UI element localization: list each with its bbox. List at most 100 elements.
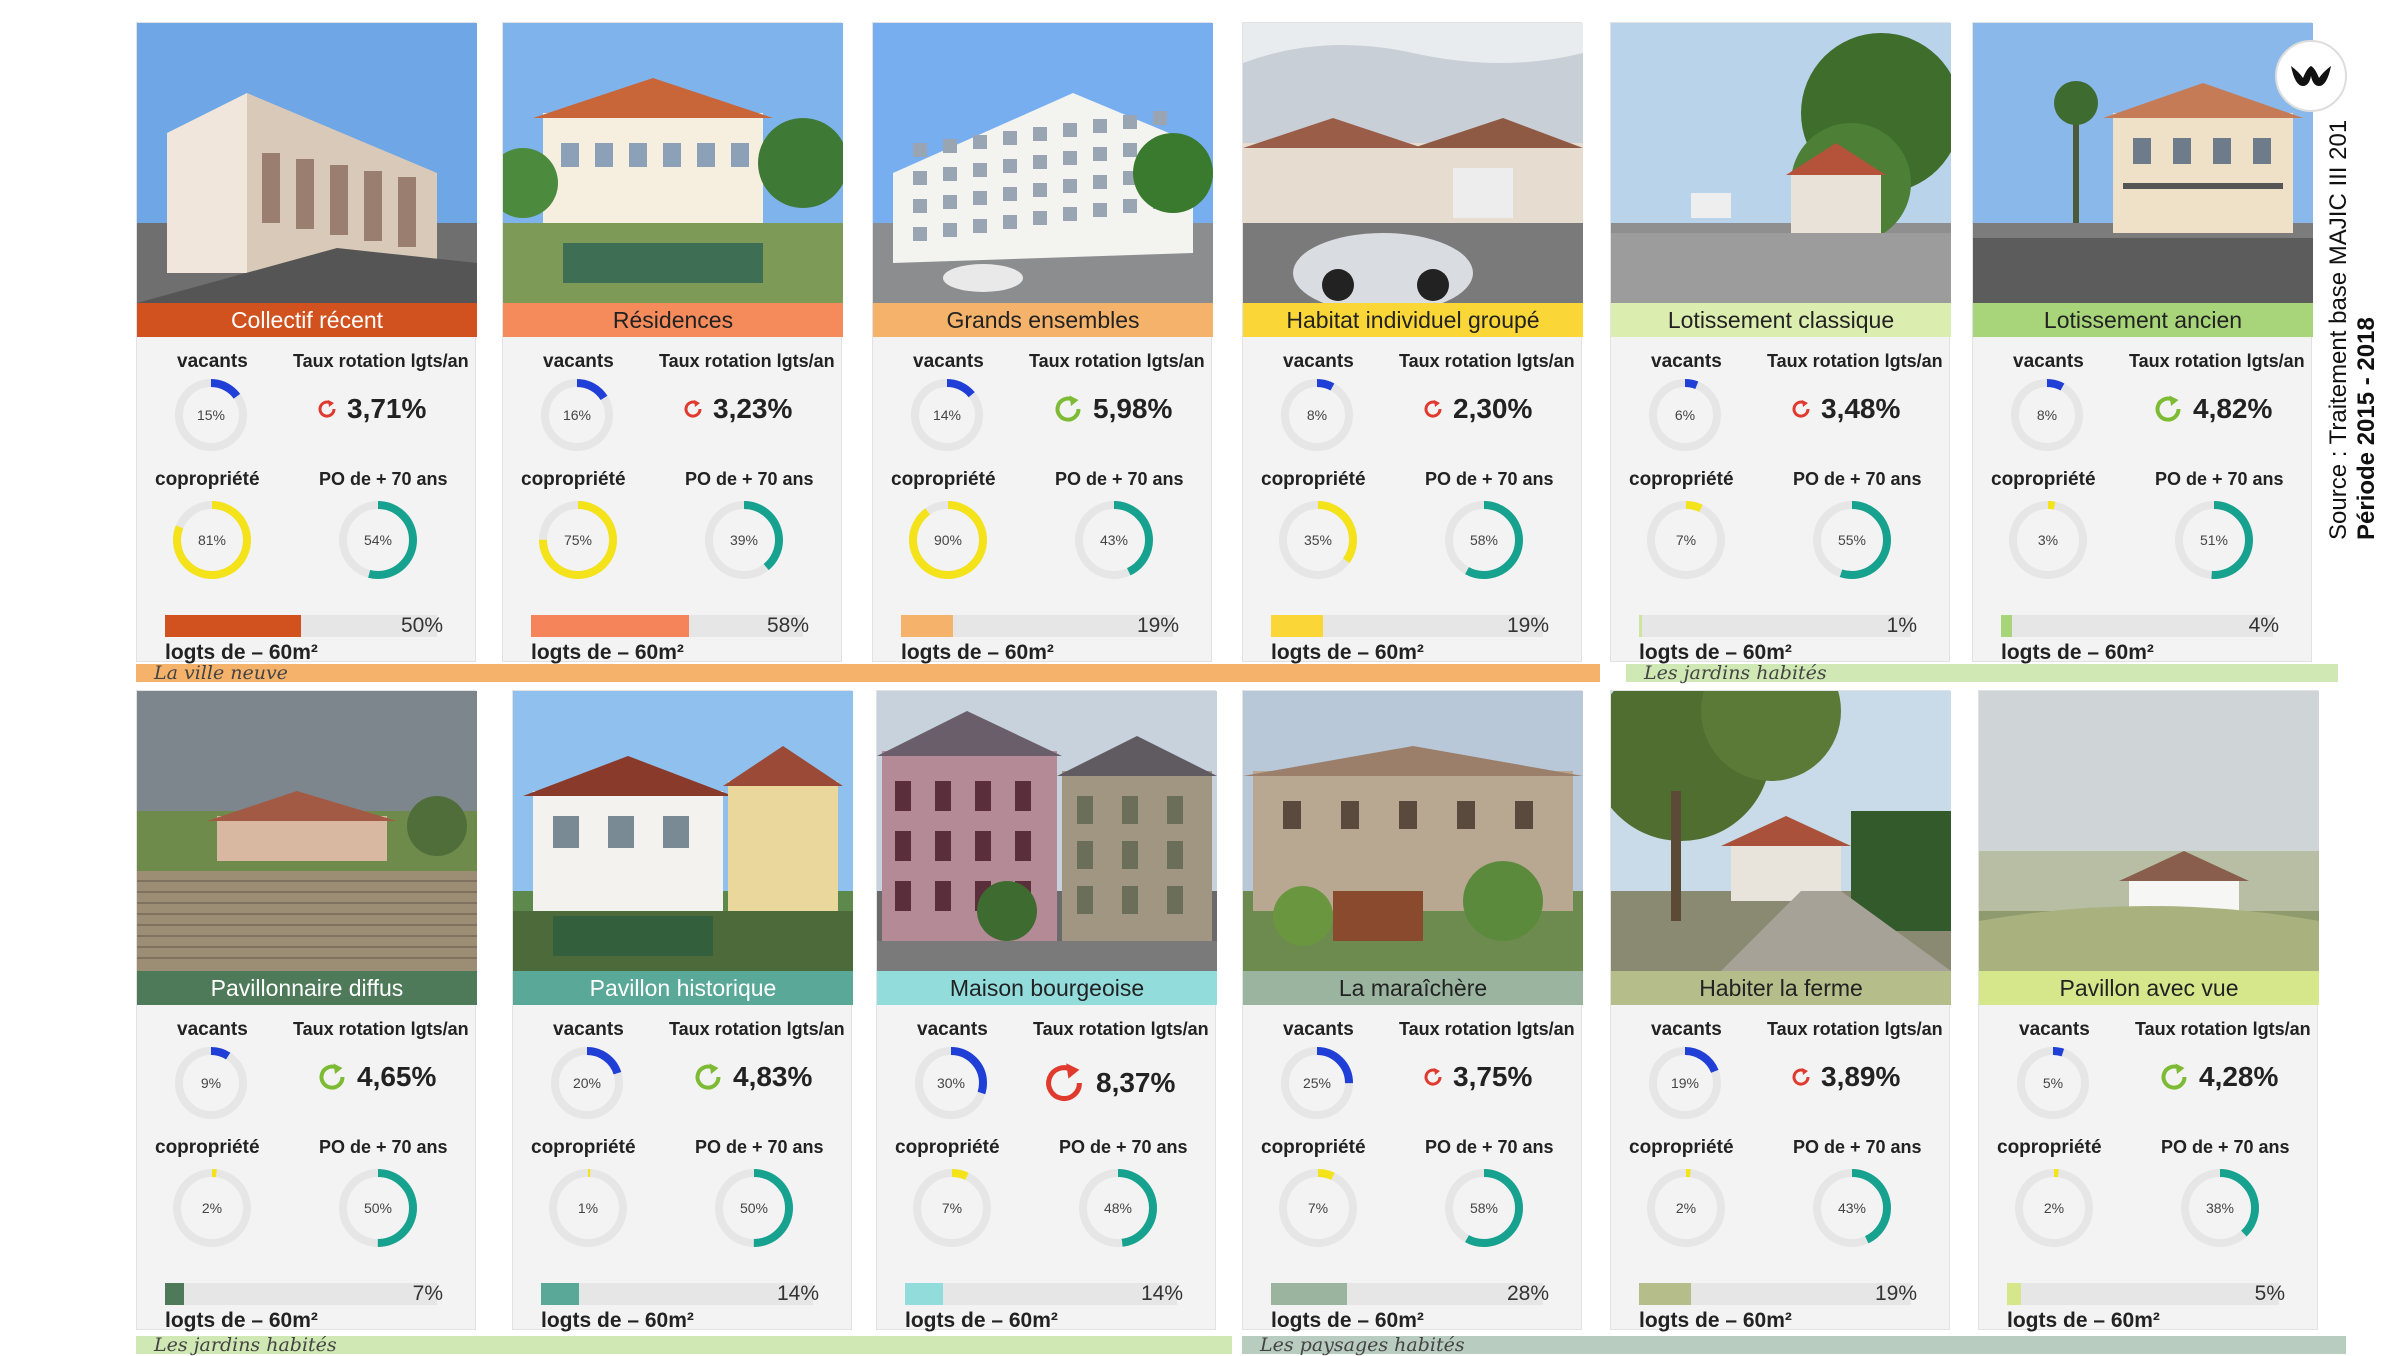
- po-heading: PO de + 70 ans: [1793, 469, 1922, 489]
- typology-card: Lotissement classique vacants Taux rotat…: [1610, 22, 1951, 664]
- po-heading: PO de + 70 ans: [319, 469, 448, 489]
- rotation-red-icon: [1423, 399, 1443, 419]
- logts-bar: 19%: [901, 614, 1179, 637]
- typology-photo: [137, 691, 477, 971]
- copro-value: 3%: [2037, 532, 2059, 548]
- logts-bar: 4%: [2001, 614, 2279, 637]
- logts-value: 7%: [412, 1282, 443, 1305]
- typology-card: Habiter la ferme vacants Taux rotation l…: [1610, 690, 1951, 1332]
- rotation-rate: 4,28%: [2199, 1061, 2279, 1092]
- po-heading: PO de + 70 ans: [1055, 469, 1184, 489]
- po-heading: PO de + 70 ans: [695, 1137, 824, 1157]
- typology-card: Lotissement ancien vacants Taux rotation…: [1972, 22, 2313, 664]
- rotation-rate: 8,37%: [1096, 1067, 1176, 1098]
- vacants-heading: vacants: [2019, 1019, 2090, 1040]
- typology-card: Grands ensembles vacants Taux rotation l…: [872, 22, 1213, 664]
- rotation-rate: 5,98%: [1093, 393, 1173, 424]
- copro-ring: 35%: [1273, 495, 1363, 590]
- vacants-value: 25%: [1302, 1075, 1332, 1091]
- vacants-ring: 19%: [1643, 1041, 1727, 1130]
- rotation-value: 8,37%: [1042, 1061, 1175, 1105]
- rotation-green-icon: [693, 1062, 723, 1092]
- logts-value: 1%: [1886, 614, 1917, 637]
- logts-bar: 19%: [1639, 1282, 1917, 1305]
- rotation-rate: 3,48%: [1821, 393, 1901, 424]
- vacants-ring: 14%: [905, 373, 989, 462]
- logts-bar-fill: [1639, 615, 1642, 637]
- rotation-green-icon: [1053, 394, 1083, 424]
- typology-label: Lotissement classique: [1611, 303, 1951, 337]
- logts-bar-fill: [2007, 1283, 2021, 1305]
- po-value: 43%: [1099, 532, 1129, 548]
- logts-bar: 58%: [531, 614, 809, 637]
- vacants-ring: 20%: [545, 1041, 629, 1130]
- rotation-heading: Taux rotation lgts/an: [1029, 351, 1205, 371]
- copro-heading: copropriété: [1261, 469, 1366, 490]
- po-value: 55%: [1837, 532, 1867, 548]
- vacants-heading: vacants: [1651, 1019, 1722, 1040]
- group-band-jardins-habites-bottom: Les jardins habités: [136, 1336, 1232, 1355]
- logts-bar-fill: [905, 1283, 944, 1305]
- rotation-rate: 3,89%: [1821, 1061, 1901, 1092]
- typology-card: Pavillon historique vacants Taux rotatio…: [512, 690, 853, 1332]
- vacants-value: 19%: [1670, 1075, 1700, 1091]
- typology-label: Habitat individuel groupé: [1243, 303, 1583, 337]
- vacants-ring: 9%: [169, 1041, 253, 1130]
- logts-label: logts de – 60m²: [1271, 1309, 1424, 1332]
- vacants-heading: vacants: [177, 351, 248, 372]
- po-heading: PO de + 70 ans: [2155, 469, 2284, 489]
- typology-photo: [137, 23, 477, 303]
- logts-label: logts de – 60m²: [2001, 641, 2154, 664]
- copro-heading: copropriété: [1991, 469, 2096, 490]
- po-ring: 55%: [1807, 495, 1897, 590]
- rotation-heading: Taux rotation lgts/an: [669, 1019, 845, 1039]
- typology-photo: [1611, 691, 1951, 971]
- rotation-red-icon: [683, 399, 703, 419]
- po-ring: 50%: [333, 1163, 423, 1258]
- vacants-ring: 16%: [535, 373, 619, 462]
- rotation-value: 4,82%: [2153, 393, 2272, 425]
- rotation-rate: 4,82%: [2193, 393, 2273, 424]
- copro-ring: 81%: [167, 495, 257, 590]
- logts-bar: 19%: [1271, 614, 1549, 637]
- copro-heading: copropriété: [1629, 469, 1734, 490]
- rotation-value: 3,75%: [1423, 1061, 1532, 1093]
- logts-label: logts de – 60m²: [901, 641, 1054, 664]
- logts-label: logts de – 60m²: [531, 641, 684, 664]
- rotation-heading: Taux rotation lgts/an: [1399, 1019, 1575, 1039]
- logts-bar-fill: [1639, 1283, 1691, 1305]
- logts-bar-fill: [901, 615, 953, 637]
- logts-bar-fill: [165, 1283, 185, 1305]
- brand-logo: [2275, 40, 2347, 112]
- vacants-value: 15%: [196, 407, 226, 423]
- logts-bar-fill: [531, 615, 689, 637]
- rotation-rate: 3,71%: [347, 393, 427, 424]
- rotation-value: 4,65%: [317, 1061, 436, 1093]
- po-ring: 54%: [333, 495, 423, 590]
- rotation-value: 4,28%: [2159, 1061, 2278, 1093]
- rotation-red-icon: [317, 399, 337, 419]
- typology-label: Collectif récent: [137, 303, 477, 337]
- logts-value: 28%: [1506, 1282, 1549, 1305]
- source-note: Source : Traitement base MAJIC III 201 P…: [2325, 120, 2381, 540]
- copro-heading: copropriété: [895, 1137, 1000, 1158]
- logts-bar-fill: [1271, 1283, 1348, 1305]
- typology-label: La maraîchère: [1243, 971, 1583, 1005]
- po-ring: 58%: [1439, 495, 1529, 590]
- logts-value: 14%: [776, 1282, 819, 1305]
- copro-heading: copropriété: [155, 1137, 260, 1158]
- vacants-ring: 8%: [2005, 373, 2089, 462]
- logts-value: 14%: [1140, 1282, 1183, 1305]
- vacants-heading: vacants: [1283, 1019, 1354, 1040]
- copro-heading: copropriété: [891, 469, 996, 490]
- po-value: 50%: [363, 1200, 393, 1216]
- vacants-value: 6%: [1674, 407, 1696, 423]
- period-line: Période 2015 - 2018: [2353, 317, 2380, 540]
- po-value: 51%: [2199, 532, 2229, 548]
- logts-bar: 50%: [165, 614, 443, 637]
- group-band-ville-neuve: La ville neuve: [136, 664, 1600, 683]
- copro-value: 90%: [933, 532, 963, 548]
- rotation-heading: Taux rotation lgts/an: [293, 1019, 469, 1039]
- copro-ring: 7%: [1641, 495, 1731, 590]
- typology-card: Pavillon avec vue vacants Taux rotation …: [1978, 690, 2319, 1332]
